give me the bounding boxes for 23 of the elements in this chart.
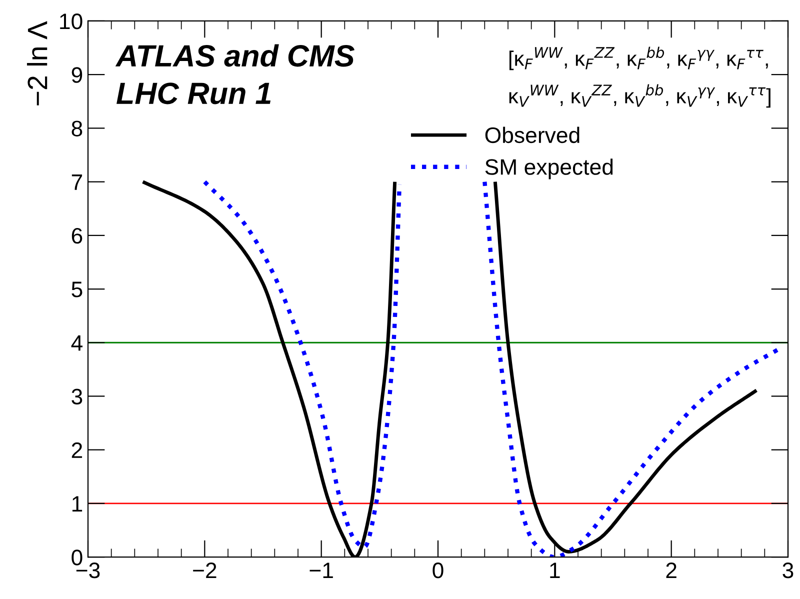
y-tick-label: 10: [60, 14, 82, 30]
y-tick-label: 7: [72, 174, 82, 190]
y-tick-label: 4: [71, 335, 82, 351]
x-tick-label: −1: [310, 562, 333, 578]
x-tick-label: 0: [432, 562, 444, 578]
y-tick-label: 9: [72, 67, 82, 83]
y-tick-label: 8: [72, 120, 82, 136]
y-axis-title: −2 ln Λ: [26, 21, 48, 106]
annotation: ATLAS and CMS: [115, 44, 354, 67]
legend-label: Observed: [485, 126, 580, 144]
x-tick-label: −2: [193, 562, 216, 578]
x-tick-label: 1: [550, 562, 560, 578]
y-tick-label: 6: [72, 228, 82, 244]
y-tick-label: 2: [72, 442, 82, 458]
y-tick-label: 3: [72, 388, 82, 405]
y-tick-label: 5: [72, 282, 82, 298]
legend-label: SM expected: [485, 158, 613, 180]
x-tick-label: 2: [666, 562, 676, 578]
y-tick-label: 1: [72, 496, 82, 512]
text: κ$_{V}$$^{WW}$, κ$_{V}$$^{ZZ}$, κ$_{V}$$^{bb}$, κ$_{V}$$^{γγ}$, κ$_{V}$$^{ττ}$]: [509, 84, 770, 108]
annotation: LHC Run 1: [116, 82, 271, 104]
x-tick-label: 3: [782, 562, 794, 578]
text: [κ$_{F}$$^{WW}$, κ$_{F}$$^{ZZ}$, κ$_{F}$$^{bb}$, κ$_{F}$$^{γγ}$, κ$_{F}$$^{ττ}$,: [509, 46, 768, 70]
